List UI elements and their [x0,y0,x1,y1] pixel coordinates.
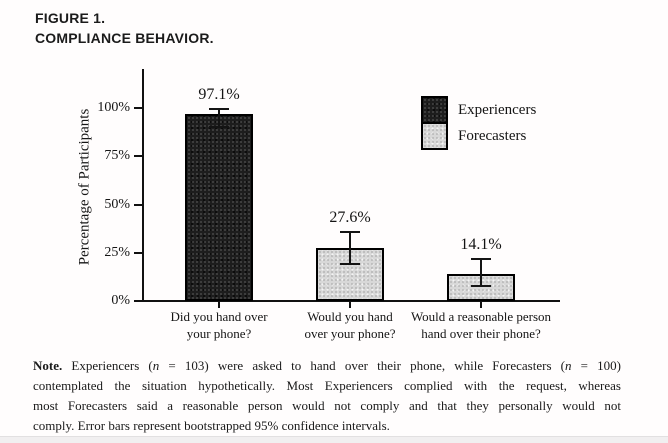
x-category-line: Would you hand [307,309,393,324]
figure-header: FIGURE 1. COMPLIANCE BEHAVIOR. [35,8,214,48]
bar-experiencers [185,113,253,301]
error-bar-line [349,231,351,265]
x-axis-line [142,300,560,302]
x-category-line: hand over their phone? [421,325,541,341]
legend-label: Forecasters [458,127,527,144]
note-segment: contemplated the situation hypotheticall… [33,378,621,393]
error-bar-cap-bottom [340,263,360,266]
legend-item: Forecasters [421,122,536,150]
note-line: comply. Error bars represent bootstrappe… [33,416,621,436]
note-segment-italic: n [565,358,572,373]
y-tick-mark [134,300,142,302]
note-segment-italic: n [152,358,160,373]
note-segment: = 103) were asked to hand over their pho… [159,358,565,373]
y-tick-label: 100% [97,100,130,115]
y-tick-label: 25% [104,244,130,260]
x-category-line: Did you hand over [170,309,268,324]
x-category-line: your phone? [186,325,252,341]
x-category-label: Would a reasonable person hand over their… [383,309,579,342]
legend-swatch-experiencers [421,96,448,124]
page-edge-band [0,436,668,443]
y-tick-label: 75% [104,148,130,164]
y-axis-line [142,69,144,302]
x-category-label: Would you hand over your phone? [252,309,448,342]
y-tick-mark [134,203,142,206]
x-tick-mark [349,301,351,308]
y-tick-mark [134,155,142,158]
y-tick-label: 50% [104,196,130,212]
legend-swatch-forecasters [421,122,448,150]
legend-label: Experiencers [458,101,537,118]
y-tick-mark [134,107,142,109]
error-bar-line [218,108,220,128]
error-bar-cap-top [209,107,229,110]
error-bar-cap-top [471,258,491,261]
x-tick-mark [218,301,220,308]
legend: Experiencers Forecasters [421,96,536,150]
x-category-label: Did you hand over your phone? [121,309,317,342]
note-segment-bold: Note. [33,358,63,373]
legend-item: Experiencers [421,96,536,124]
figure-title: COMPLIANCE BEHAVIOR. [35,30,214,46]
y-axis-title: Percentage of Participants [76,108,93,266]
note-line: Note. Experiencers (n = 103) were asked … [33,356,621,376]
bar-value-label: 14.1% [460,236,502,254]
note-line: contemplated the situation hypotheticall… [33,376,621,396]
bar-value-label: 27.6% [329,208,371,226]
y-tick-mark [134,251,142,254]
figure-note: Note. Experiencers (n = 103) were asked … [33,356,621,436]
bar-forecasters [447,273,515,301]
error-bar-cap-bottom [471,285,491,288]
error-bar-line [480,259,482,287]
note-segment: most Forecasters said a reasonable perso… [33,398,621,413]
note-segment: = 100) [571,358,621,373]
x-category-line: over your phone? [304,325,396,341]
note-segment: Experiencers ( [62,358,153,373]
note-segment: comply. Error bars represent bootstrappe… [33,418,390,433]
x-tick-mark [480,301,482,308]
bar-value-label: 97.1% [198,85,240,103]
error-bar-cap-bottom [209,126,229,129]
note-line: most Forecasters said a reasonable perso… [33,396,621,416]
y-tick-label: 0% [111,293,130,308]
error-bar-cap-top [340,230,360,233]
figure-label: FIGURE 1. [35,10,106,26]
x-category-line: Would a reasonable person [410,309,552,324]
